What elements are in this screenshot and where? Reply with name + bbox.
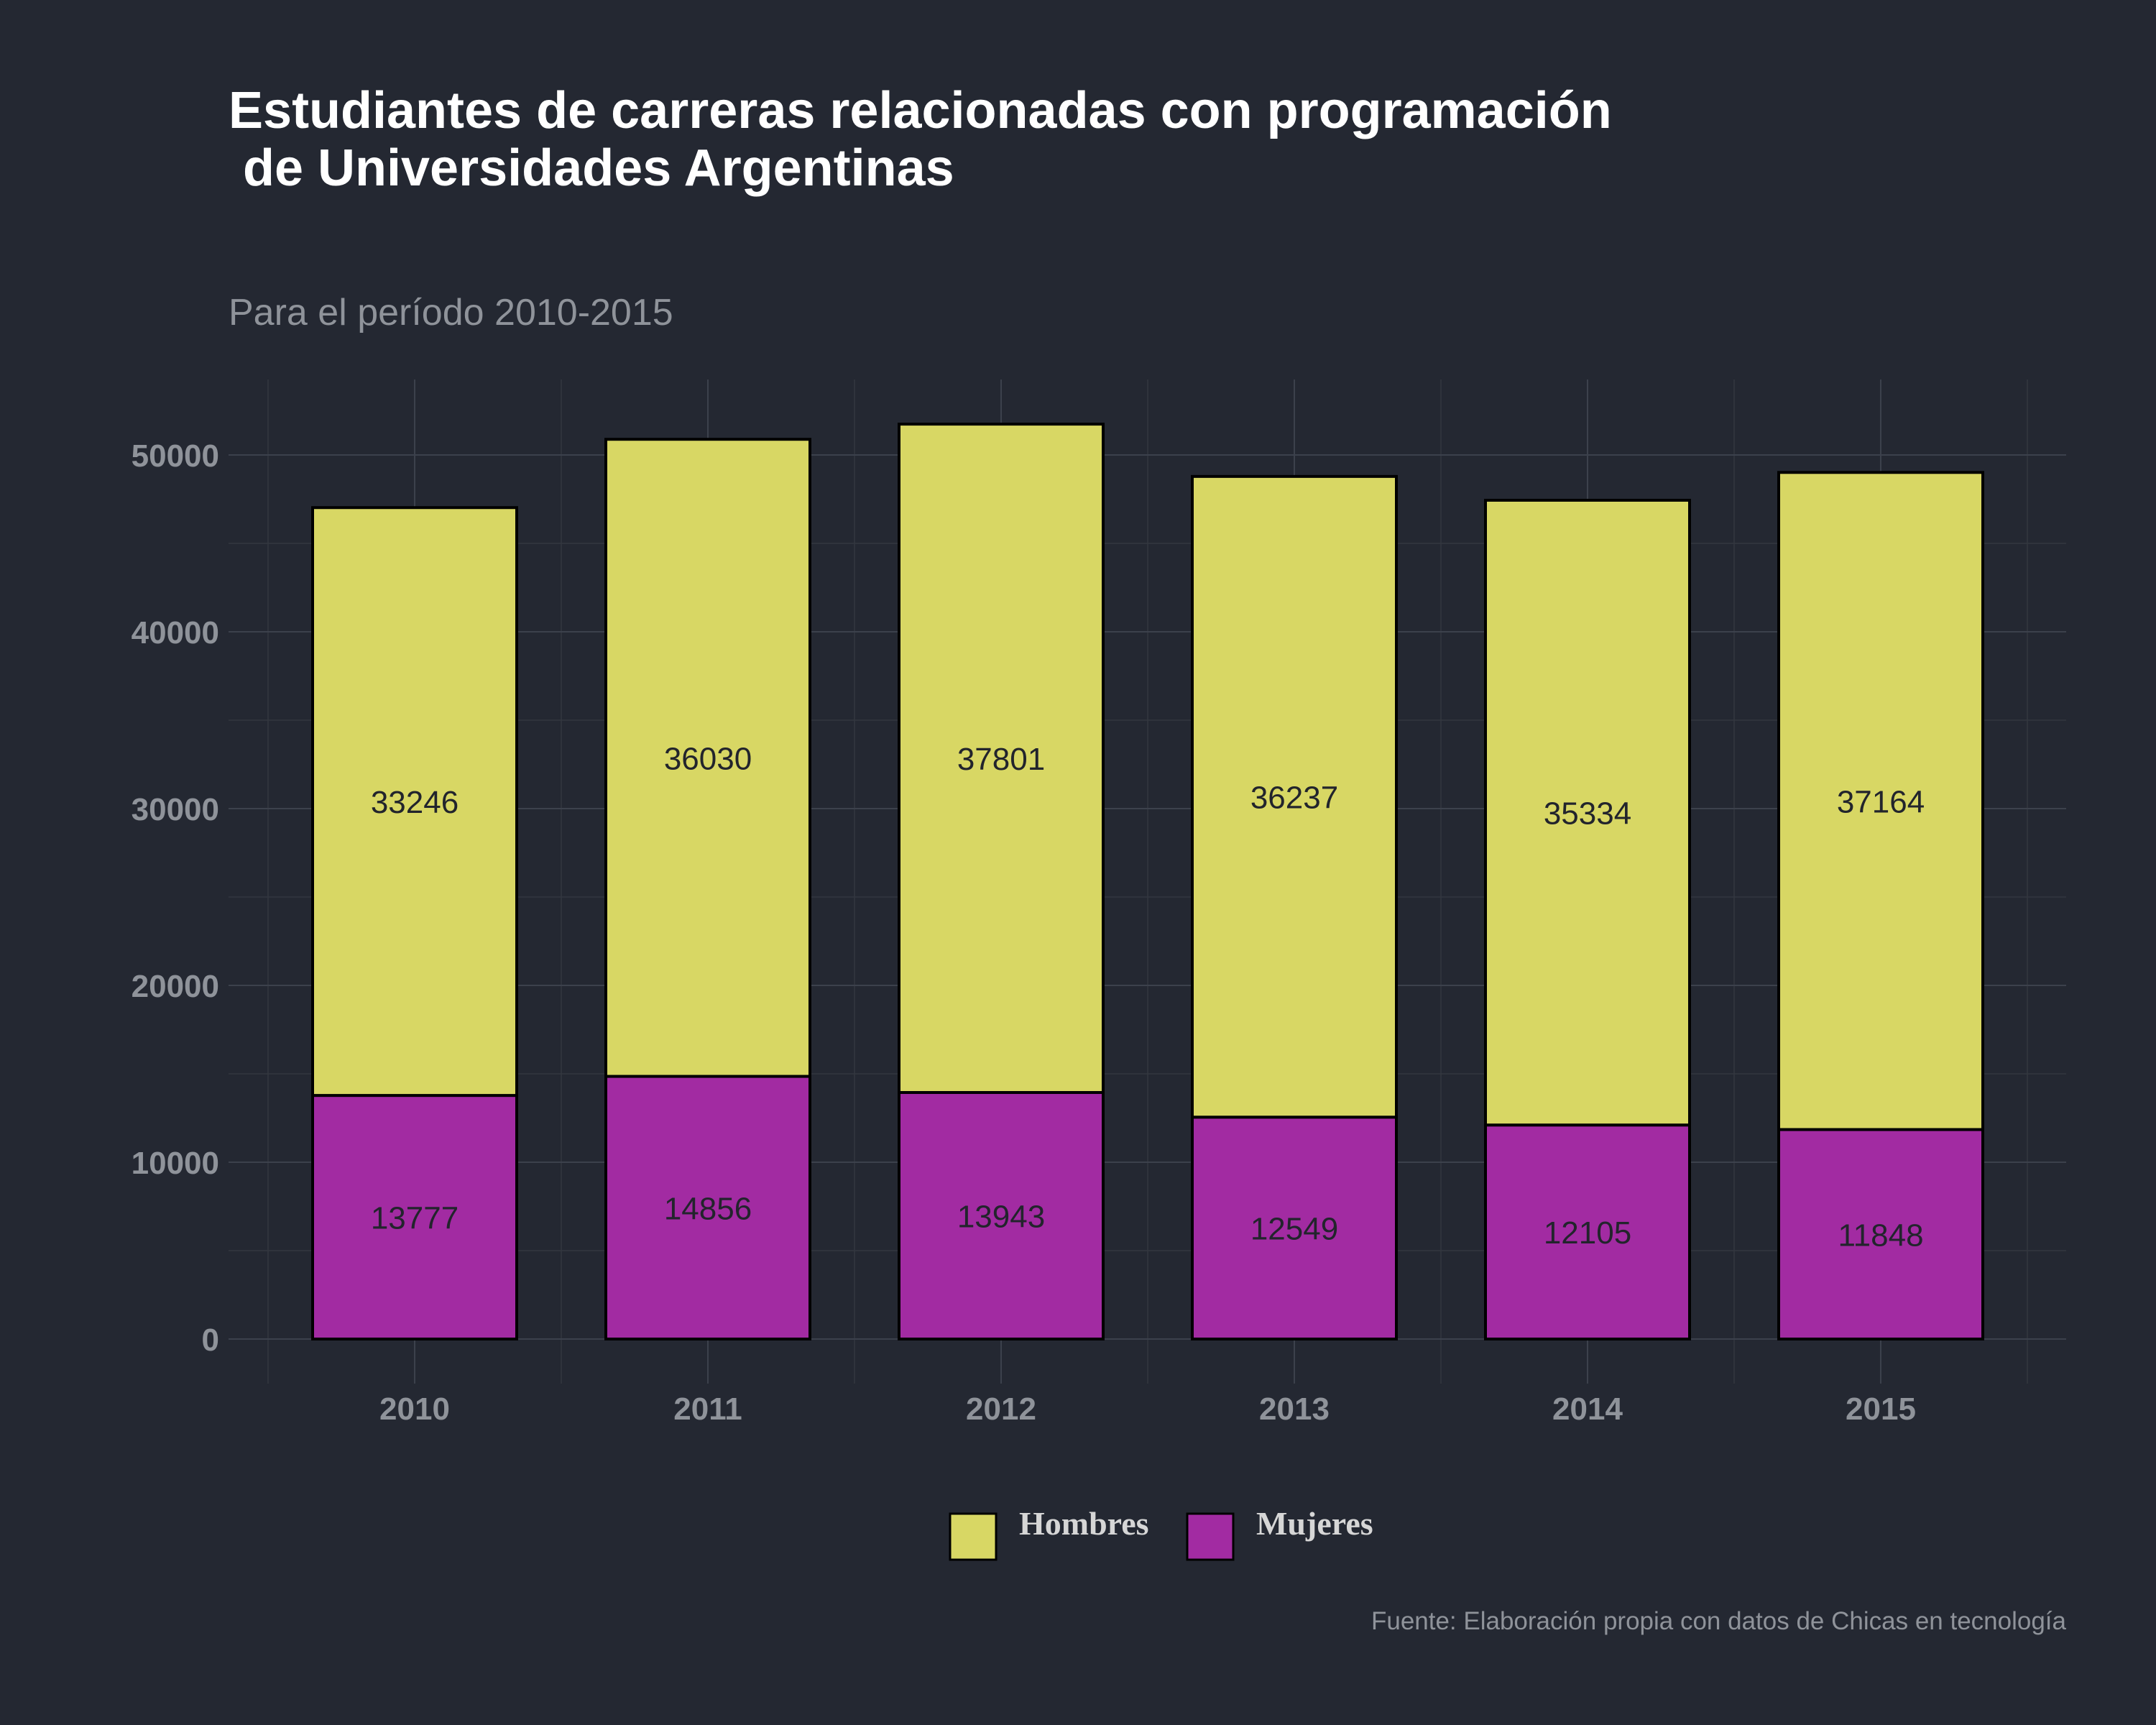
x-tick-label: 2014 [1552, 1392, 1623, 1427]
legend: Hombres Mujeres [949, 1505, 1373, 1561]
bar-hombres-2015 [1777, 471, 1984, 1131]
x-tick-label: 2010 [379, 1392, 450, 1427]
bar-mujeres-2012 [898, 1091, 1105, 1340]
bar-mujeres-2011 [604, 1075, 811, 1340]
value-label-mujeres-2014: 12105 [1544, 1215, 1631, 1251]
value-label-hombres-2013: 36237 [1250, 781, 1338, 816]
value-label-hombres-2011: 36030 [664, 741, 752, 776]
bar-hombres-2013 [1191, 474, 1398, 1119]
y-tick-label: 0 [202, 1322, 219, 1358]
x-tick-label: 2012 [966, 1392, 1036, 1427]
value-label-hombres-2014: 35334 [1544, 796, 1631, 832]
value-label-mujeres-2015: 11848 [1838, 1218, 1923, 1253]
bar-mujeres-2015 [1777, 1128, 1984, 1340]
bar-hombres-2010 [311, 506, 518, 1098]
y-tick-label: 30000 [132, 792, 219, 827]
bar-hombres-2012 [898, 423, 1105, 1095]
x-tick-label: 2011 [673, 1392, 742, 1427]
value-label-hombres-2010: 33246 [371, 785, 459, 820]
value-label-mujeres-2012: 13943 [957, 1200, 1045, 1235]
axis-ticks: 0 10000 20000 30000 40000 50000 2010 2011 2012 20… [132, 438, 1916, 1427]
bar-hombres-2014 [1484, 499, 1691, 1127]
value-label-mujeres-2011: 14856 [664, 1191, 752, 1226]
legend-swatch-mujeres [1186, 1512, 1235, 1561]
bar-mujeres-2010 [311, 1094, 518, 1341]
x-tick-label: 2013 [1259, 1392, 1330, 1427]
value-label-mujeres-2013: 12549 [1250, 1212, 1338, 1247]
bar-hombres-2011 [604, 438, 811, 1078]
chart-title-line-2: de Universidades Argentinas [229, 139, 954, 197]
legend-swatch-hombres [949, 1512, 998, 1561]
y-tick-label: 50000 [132, 438, 219, 474]
bars: 13777 33246 14856 36030 13943 37801 12549 36237… [311, 423, 1984, 1341]
chart-title-line-1: Estudiantes de carreras relacionadas con… [229, 82, 1612, 139]
y-tick-label: 40000 [132, 615, 219, 650]
bar-mujeres-2013 [1191, 1116, 1398, 1340]
value-label-hombres-2012: 37801 [957, 742, 1045, 777]
x-tick-label: 2015 [1846, 1392, 1916, 1427]
legend-label-hombres: Hombres [1019, 1505, 1149, 1542]
chart-subtitle: Para el período 2010-2015 [229, 292, 673, 334]
y-tick-label: 10000 [132, 1146, 219, 1181]
value-label-mujeres-2010: 13777 [371, 1201, 459, 1236]
chart-caption: Fuente: Elaboración propia con datos de … [1371, 1607, 2067, 1635]
y-tick-label: 20000 [132, 969, 219, 1004]
value-label-hombres-2015: 37164 [1837, 784, 1925, 819]
bar-mujeres-2014 [1484, 1123, 1691, 1341]
legend-label-mujeres: Mujeres [1256, 1505, 1373, 1542]
